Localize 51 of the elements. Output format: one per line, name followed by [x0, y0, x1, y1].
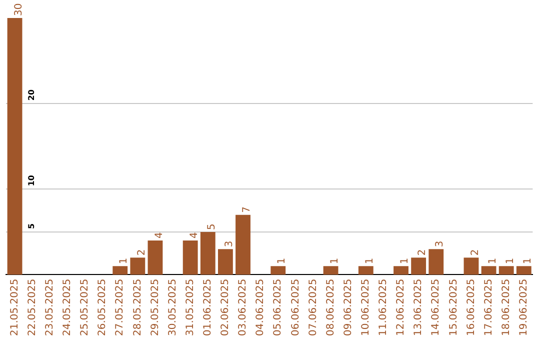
x-tick-label: 16.06.2025: [466, 278, 477, 336]
x-tick-label: 11.06.2025: [378, 278, 390, 336]
data-label: 4: [188, 232, 200, 239]
data-label: 30: [13, 3, 24, 16]
data-label: 3: [224, 240, 236, 248]
data-label: 1: [522, 258, 534, 264]
x-tick-label: 15.06.2025: [448, 278, 460, 336]
x-tick-label: 10.06.2025: [360, 278, 372, 336]
x-tick-label: 23.05.2025: [44, 278, 56, 336]
x-tick-label: 13.06.2025: [413, 278, 424, 336]
x-tick-label: 01.06.2025: [202, 278, 214, 336]
data-label: 1: [276, 258, 288, 264]
y-tick-label: 10: [27, 174, 36, 186]
y-tick-label: 20: [27, 89, 36, 101]
x-tick-label: 19.06.2025: [518, 278, 530, 336]
x-tick-label: 26.05.2025: [97, 278, 108, 336]
x-tick-label: 03.06.2025: [238, 278, 249, 336]
x-tick-label: 22.05.2025: [26, 278, 38, 336]
x-tick-label: 30.05.2025: [167, 278, 178, 336]
x-tick-label: 06.06.2025: [290, 278, 302, 336]
x-tick-label: 07.06.2025: [308, 278, 319, 336]
data-label: 7: [242, 206, 253, 213]
x-tick-label: 29.05.2025: [150, 278, 161, 336]
data-label: 1: [504, 258, 516, 264]
x-tick-label: 09.06.2025: [342, 278, 354, 336]
x-tick-label: 21.05.2025: [9, 278, 20, 336]
data-label: 1: [118, 258, 130, 264]
data-label: 2: [136, 249, 148, 256]
x-tick-label: 31.05.2025: [184, 278, 196, 336]
x-tick-label: 08.06.2025: [325, 278, 336, 336]
data-label: 1: [400, 258, 411, 264]
x-tick-label: 04.06.2025: [255, 278, 266, 336]
data-label: 2: [470, 249, 481, 256]
data-label: 3: [434, 240, 446, 248]
data-label: 4: [154, 232, 165, 239]
x-tick-label: 02.06.2025: [220, 278, 232, 336]
x-tick-label: 14.06.2025: [430, 278, 442, 336]
x-tick-label: 05.06.2025: [272, 278, 284, 336]
x-tick-label: 25.05.2025: [80, 278, 91, 336]
y-tick-label: 5: [27, 222, 36, 229]
data-label: 1: [329, 258, 340, 264]
data-label: 2: [417, 249, 428, 256]
x-tick-label: 17.06.2025: [483, 278, 494, 336]
data-label: 1: [487, 258, 498, 264]
x-tick-label: 18.06.2025: [500, 278, 512, 336]
x-tick-label: 12.06.2025: [396, 278, 407, 336]
data-label: 5: [206, 224, 218, 230]
data-label: 1: [364, 258, 376, 264]
x-tick-label: 28.05.2025: [132, 278, 144, 336]
x-tick-label: 27.05.2025: [114, 278, 126, 336]
x-tick-label: 24.05.2025: [62, 278, 74, 336]
